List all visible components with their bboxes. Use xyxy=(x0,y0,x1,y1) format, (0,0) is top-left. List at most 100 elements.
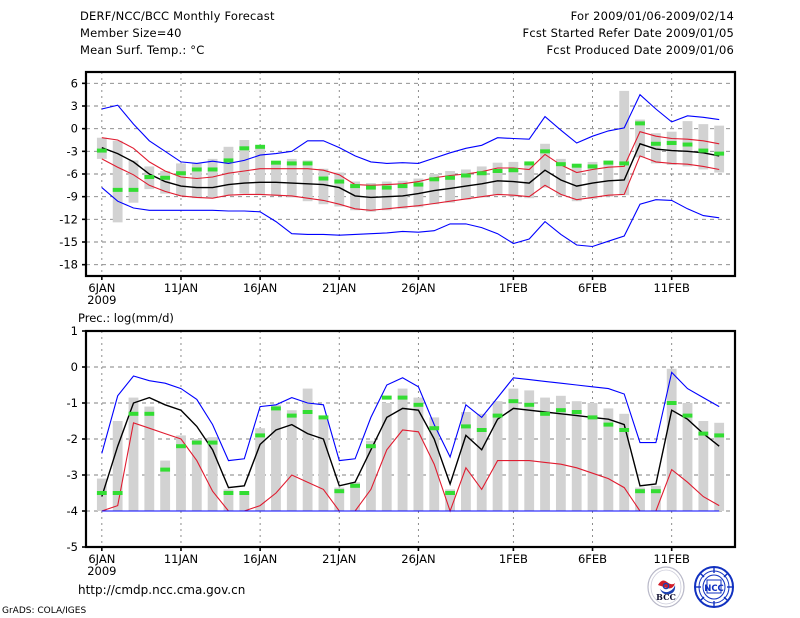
series-line-max xyxy=(101,371,720,462)
spread-bar xyxy=(524,390,535,511)
spread-bar xyxy=(286,158,297,198)
y-tick-label: -5 xyxy=(67,540,78,554)
spread-bar xyxy=(302,160,313,202)
spread-bar xyxy=(666,368,677,511)
spread-bar xyxy=(112,140,123,223)
spread-bar xyxy=(698,124,709,170)
x-tick-label: 16JAN xyxy=(243,552,277,566)
spread-bar xyxy=(508,161,519,197)
spread-bar xyxy=(271,161,281,196)
spread-bar xyxy=(350,482,361,511)
spread-bar xyxy=(397,388,408,511)
spread-bar xyxy=(635,487,645,511)
spread-bar xyxy=(160,460,171,511)
forecast-produced-label: Fcst Produced Date 2009/01/06 xyxy=(546,43,734,57)
spread-bar xyxy=(191,439,202,511)
spread-bar xyxy=(302,388,313,511)
y-tick-label: -15 xyxy=(59,235,78,249)
spread-bar xyxy=(492,401,503,511)
page-title: DERF/NCC/BCC Monthly Forecast xyxy=(80,9,275,23)
spread-bar xyxy=(128,397,139,511)
y-tick-label: -3 xyxy=(67,468,78,482)
spread-bar xyxy=(571,166,582,202)
spread-bar xyxy=(476,166,487,198)
spread-bar xyxy=(191,163,202,199)
x-tick-label: 1FEB xyxy=(499,281,528,295)
spread-bar xyxy=(112,421,123,511)
x-tick-label: 16JAN xyxy=(243,281,277,295)
spread-bar xyxy=(603,160,614,197)
y-tick-label: -18 xyxy=(59,258,78,272)
x-tick-label: 11JAN xyxy=(164,281,198,295)
spread-bar xyxy=(619,90,630,196)
spread-bar xyxy=(334,172,345,207)
spread-bar xyxy=(239,493,250,511)
x-tick-label: 11FEB xyxy=(653,552,690,566)
x-tick-label: 26JAN xyxy=(401,552,435,566)
spread-bar xyxy=(587,161,598,199)
spread-bar xyxy=(555,395,566,511)
spread-bar xyxy=(445,489,455,511)
bcc-logo-text: BCC xyxy=(656,592,676,602)
spread-bar xyxy=(714,125,725,173)
spread-bar xyxy=(271,404,281,511)
spread-bar xyxy=(366,440,376,511)
spread-bar xyxy=(650,133,661,164)
ncc-logo-icon: NCC xyxy=(693,566,735,608)
spread-bar xyxy=(413,397,424,511)
spread-bar xyxy=(445,170,455,203)
spread-bar xyxy=(223,489,234,511)
x-tick-label: 11FEB xyxy=(653,281,690,295)
spread-bar xyxy=(223,146,234,196)
website-url[interactable]: http://cmdp.ncc.cma.gov.cn xyxy=(78,583,246,597)
x-tick-label: 6JAN xyxy=(88,281,115,295)
spread-bar xyxy=(334,487,345,511)
member-size-label: Member Size=40 xyxy=(80,26,182,40)
forecast-started-label: Fcst Started Refer Date 2009/01/05 xyxy=(522,26,734,40)
x-tick-label: 21JAN xyxy=(322,552,356,566)
y-tick-label: -9 xyxy=(67,190,78,204)
y-tick-label: 0 xyxy=(71,360,78,374)
ncc-logo-text: NCC xyxy=(704,584,724,594)
x-tick-label: 1FEB xyxy=(499,552,528,566)
x-tick-label: 6FEB xyxy=(578,281,607,295)
y-tick-label: -3 xyxy=(67,144,78,158)
spread-bar xyxy=(650,485,661,511)
spread-bar xyxy=(381,181,392,211)
spread-bar xyxy=(128,160,139,203)
series-line-upper_quartile xyxy=(101,131,720,186)
spread-bar xyxy=(255,428,266,511)
spread-bar xyxy=(381,403,392,511)
spread-bar xyxy=(207,158,218,198)
spread-bar xyxy=(524,163,535,199)
y-tick-label: -2 xyxy=(67,432,78,446)
x-tick-label: 21JAN xyxy=(322,281,356,295)
spread-bar xyxy=(176,435,186,511)
spread-bar xyxy=(540,143,550,188)
y-tick-label: -4 xyxy=(67,504,78,518)
spread-bar xyxy=(508,388,519,511)
spread-bar xyxy=(555,158,566,196)
series-line-ensemble_mean xyxy=(101,142,720,199)
logo-group: BCC NCC xyxy=(645,566,737,608)
spread-bar xyxy=(460,412,471,511)
spread-bar xyxy=(144,406,155,511)
spread-bar xyxy=(666,131,677,165)
x-tick-label: 11JAN xyxy=(164,552,198,566)
spread-bar xyxy=(603,408,614,511)
spread-bar xyxy=(619,413,630,511)
spread-bar xyxy=(255,145,266,196)
spread-bar xyxy=(698,421,709,511)
x-tick-label: 6JAN xyxy=(88,552,115,566)
spread-bar xyxy=(635,119,645,158)
x-tick-year-label: 2009 xyxy=(87,564,116,576)
spread-bar xyxy=(540,397,550,511)
spread-bar xyxy=(476,413,487,511)
forecast-period-label: For 2009/01/06-2009/02/14 xyxy=(570,9,734,23)
variable-label: Mean Surf. Temp.: °C xyxy=(80,43,205,57)
y-tick-label: -6 xyxy=(67,167,78,181)
series-line-min xyxy=(101,187,720,248)
